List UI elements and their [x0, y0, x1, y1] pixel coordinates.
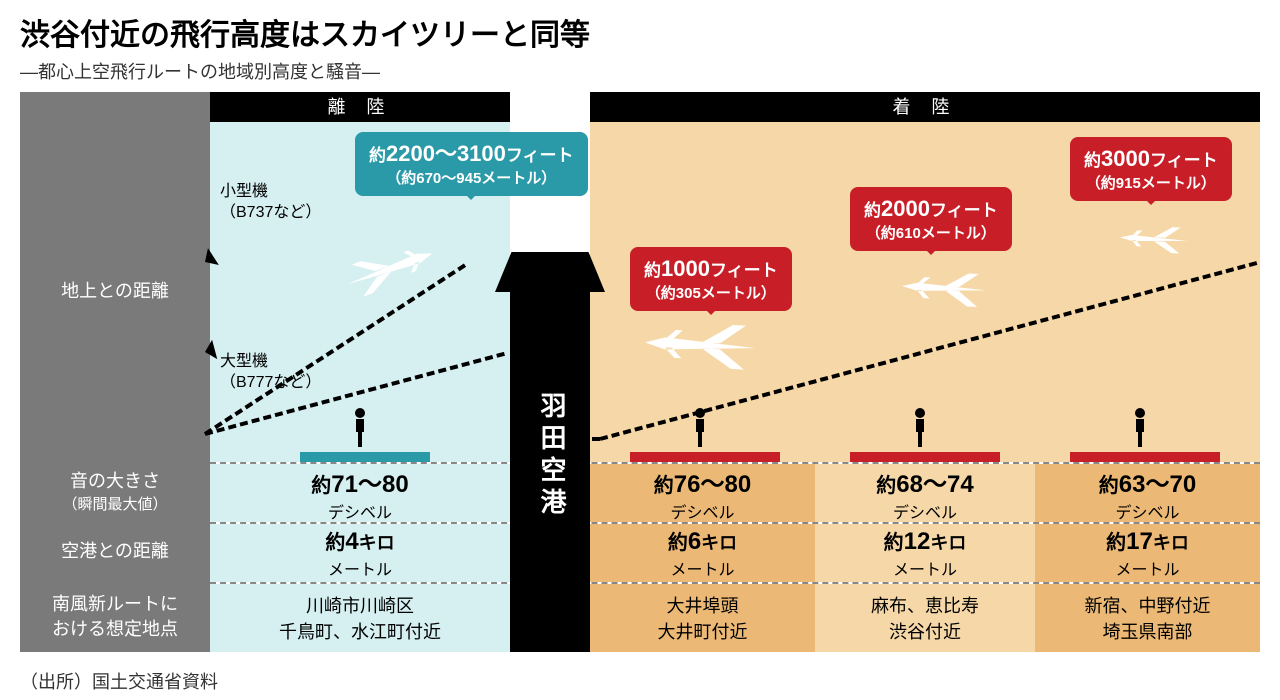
landing-altitude-callout-2: 約2000フィート （約610メートル） [850, 187, 1012, 251]
person-icon [910, 407, 930, 452]
small-plane-label: 小型機 （B737など） [220, 182, 321, 224]
person-icon [690, 407, 710, 452]
sound-landing-1: 約76〜80 デシベル [590, 464, 815, 522]
person-icon [1130, 407, 1150, 452]
dist-takeoff: 約4キロ メートル [210, 524, 510, 582]
section-headers: 離 陸 着 陸 [210, 92, 1260, 122]
ground-marker-landing-1 [630, 452, 780, 462]
takeoff-altitude-callout: 約2200〜3100フィート （約670〜945メートル） [355, 132, 588, 196]
source-text: （出所）国土交通省資料 [20, 668, 218, 694]
sound-landing-3: 約63〜70 デシベル [1035, 464, 1260, 522]
row-label-sound: 音の大きさ （瞬間最大値） [20, 462, 210, 522]
landing-altitude-callout-1: 約1000フィート （約305メートル） [630, 247, 792, 311]
sound-row: 約71〜80 デシベル 約76〜80 デシベル 約68〜74 デシベル 約63〜… [210, 462, 1260, 522]
airplane-icon [1109, 220, 1191, 258]
sky-diagram-area: 小型機 （B737など） 大型機 （B777など） [210, 122, 1260, 462]
row-label-airport-distance: 空港との距離 [20, 522, 210, 582]
row-label-location: 南風新ルートに おける想定地点 [20, 582, 210, 652]
airport-distance-row: 約4キロ メートル 約6キロ メートル 約12キロ メートル 約17キロ メート… [210, 522, 1260, 582]
landing-header: 着 陸 [590, 92, 1260, 122]
dist-landing-1: 約6キロ メートル [590, 524, 815, 582]
sound-takeoff: 約71〜80 デシベル [210, 464, 510, 522]
dist-landing-3: 約17キロ メートル [1035, 524, 1260, 582]
takeoff-header: 離 陸 [210, 92, 510, 122]
location-row: 川崎市川崎区 千鳥町、水江町付近 大井埠頭 大井町付近 麻布、恵比寿 渋谷付近 … [210, 582, 1260, 652]
dist-landing-2: 約12キロ メートル [815, 524, 1035, 582]
ground-marker-landing-2 [850, 452, 1000, 462]
tower-top-icon [495, 252, 605, 292]
ground-marker-takeoff [300, 452, 430, 462]
landing-altitude-callout-3: 約3000フィート （約915メートル） [1070, 137, 1232, 201]
tower-label: 羽田空港 [534, 392, 571, 520]
large-plane-label: 大型機 （B777など） [220, 352, 321, 394]
subtitle: —都心上空飛行ルートの地域別高度と騒音— [20, 58, 1260, 84]
ground-marker-landing-3 [1070, 452, 1220, 462]
main-title: 渋谷付近の飛行高度はスカイツリーと同等 [20, 10, 1260, 54]
loc-landing-1: 大井埠頭 大井町付近 [590, 584, 815, 652]
row-label-ground-distance: 地上との距離 [20, 122, 210, 462]
person-icon [350, 407, 370, 452]
loc-landing-2: 麻布、恵比寿 渋谷付近 [815, 584, 1035, 652]
loc-landing-3: 新宿、中野付近 埼玉県南部 [1035, 584, 1260, 652]
loc-takeoff: 川崎市川崎区 千鳥町、水江町付近 [210, 584, 510, 652]
infographic-chart: 離 陸 着 陸 地上との距離 音の大きさ （瞬間最大値） 空港との距離 南風新ル… [20, 92, 1260, 672]
airport-tower: 羽田空港 [510, 282, 590, 652]
airplane-icon [629, 314, 762, 376]
sound-landing-2: 約68〜74 デシベル [815, 464, 1035, 522]
airplane-icon [889, 264, 991, 311]
